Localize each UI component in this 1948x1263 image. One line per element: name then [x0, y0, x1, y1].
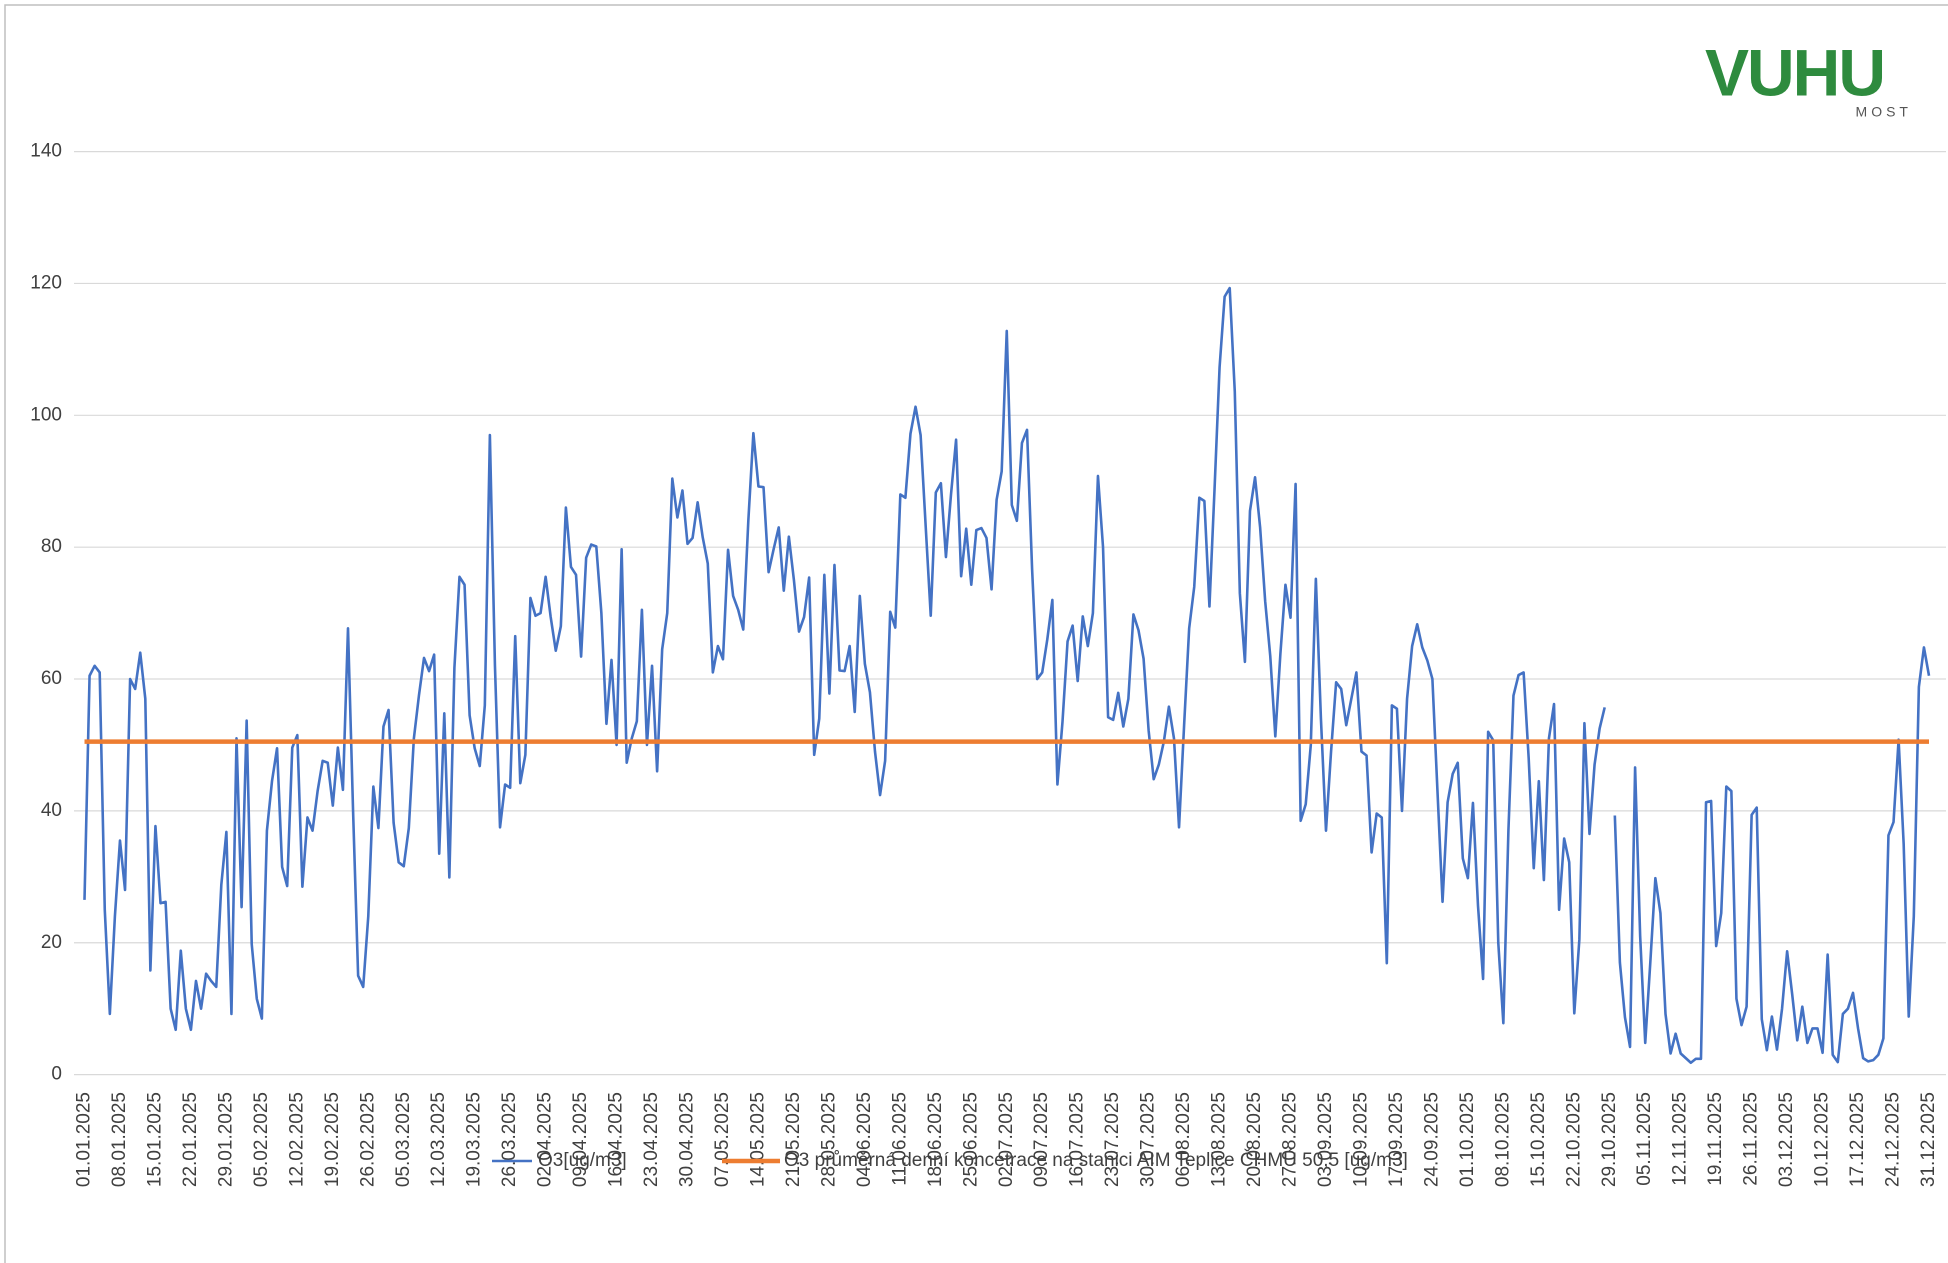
x-tick-label: 11.06.2025 [889, 1092, 910, 1186]
x-tick-label: 20.08.2025 [1244, 1092, 1265, 1187]
x-tick-label: 19.11.2025 [1705, 1092, 1726, 1186]
x-tick-label: 31.12.2025 [1918, 1092, 1939, 1187]
x-tick-label: 01.10.2025 [1457, 1092, 1478, 1187]
x-tick-label: 29.10.2025 [1599, 1092, 1620, 1187]
x-tick-label: 05.02.2025 [251, 1092, 272, 1187]
x-tick-label: 14.05.2025 [747, 1092, 768, 1187]
x-tick-label: 26.03.2025 [499, 1092, 520, 1187]
chart-frame [4, 4, 1948, 1263]
x-tick-label: 23.04.2025 [641, 1092, 662, 1187]
logo-place: MOST [1856, 104, 1912, 120]
x-tick-label: 01.01.2025 [74, 1092, 95, 1187]
x-tick-label: 21.05.2025 [783, 1092, 804, 1187]
x-tick-label: 08.01.2025 [109, 1092, 130, 1187]
x-tick-label: 16.04.2025 [606, 1092, 627, 1187]
y-tick-label: 60 [41, 668, 62, 689]
x-tick-label: 18.06.2025 [925, 1092, 946, 1187]
x-tick-label: 25.06.2025 [960, 1092, 981, 1187]
x-tick-label: 16.07.2025 [1067, 1092, 1088, 1187]
x-tick-label: 05.11.2025 [1634, 1092, 1655, 1186]
x-tick-label: 29.01.2025 [215, 1092, 236, 1187]
x-tick-label: 10.12.2025 [1812, 1092, 1833, 1187]
legend-label: O3 průměrná denní koncetrace na stanici … [784, 1149, 1408, 1171]
x-tick-label: 05.03.2025 [393, 1092, 414, 1187]
y-tick-label: 140 [30, 141, 62, 162]
x-tick-label: 19.02.2025 [322, 1092, 343, 1187]
x-tick-label: 30.07.2025 [1138, 1092, 1159, 1187]
x-tick-label: 17.12.2025 [1847, 1092, 1868, 1187]
x-tick-label: 02.07.2025 [996, 1092, 1017, 1187]
x-tick-label: 22.10.2025 [1563, 1092, 1584, 1187]
y-tick-label: 80 [41, 536, 62, 557]
x-tick-label: 27.08.2025 [1280, 1092, 1301, 1187]
x-tick-label: 07.05.2025 [712, 1092, 733, 1187]
x-tick-label: 23.07.2025 [1102, 1092, 1123, 1187]
x-tick-label: 09.04.2025 [570, 1092, 591, 1187]
x-tick-label: 09.07.2025 [1031, 1092, 1052, 1187]
x-tick-label: 12.03.2025 [428, 1092, 449, 1187]
x-tick-label: 06.08.2025 [1173, 1092, 1194, 1187]
x-tick-label: 28.05.2025 [818, 1092, 839, 1187]
y-tick-label: 20 [41, 932, 62, 953]
y-tick-label: 0 [51, 1064, 62, 1085]
x-tick-label: 08.10.2025 [1492, 1092, 1513, 1187]
x-tick-label: 15.01.2025 [144, 1092, 165, 1187]
x-tick-label: 10.09.2025 [1350, 1092, 1371, 1187]
y-tick-label: 100 [30, 404, 62, 425]
x-tick-label: 24.12.2025 [1883, 1092, 1904, 1187]
x-tick-label: 04.06.2025 [854, 1092, 875, 1187]
legend-item: O3[ug/m3] [492, 1150, 627, 1171]
data-line [83, 286, 1931, 1065]
x-tick-label: 24.09.2025 [1421, 1092, 1442, 1187]
y-tick-label: 120 [30, 272, 62, 293]
logo: VUHU MOST [1705, 35, 1912, 120]
x-tick-label: 22.01.2025 [180, 1092, 201, 1187]
x-tick-label: 30.04.2025 [677, 1092, 698, 1187]
x-tick-label: 03.12.2025 [1776, 1092, 1797, 1187]
x-tick-label: 15.10.2025 [1528, 1092, 1549, 1187]
logo-brand: VUHU [1705, 35, 1884, 109]
legend-label: O3[ug/m3] [538, 1150, 627, 1171]
x-tick-label: 13.08.2025 [1209, 1092, 1230, 1187]
x-tick-label: 17.09.2025 [1386, 1092, 1407, 1187]
y-tick-label: 40 [41, 800, 62, 821]
x-tick-label: 03.09.2025 [1315, 1092, 1336, 1187]
x-tick-label: 12.11.2025 [1670, 1092, 1691, 1186]
legend-item: O3 průměrná denní koncetrace na stanici … [722, 1149, 1408, 1171]
x-tick-label: 12.02.2025 [286, 1092, 307, 1187]
x-tick-label: 26.11.2025 [1741, 1092, 1762, 1186]
x-tick-label: 02.04.2025 [535, 1092, 556, 1187]
x-tick-label: 26.02.2025 [357, 1092, 378, 1187]
x-tick-label: 19.03.2025 [464, 1092, 485, 1187]
